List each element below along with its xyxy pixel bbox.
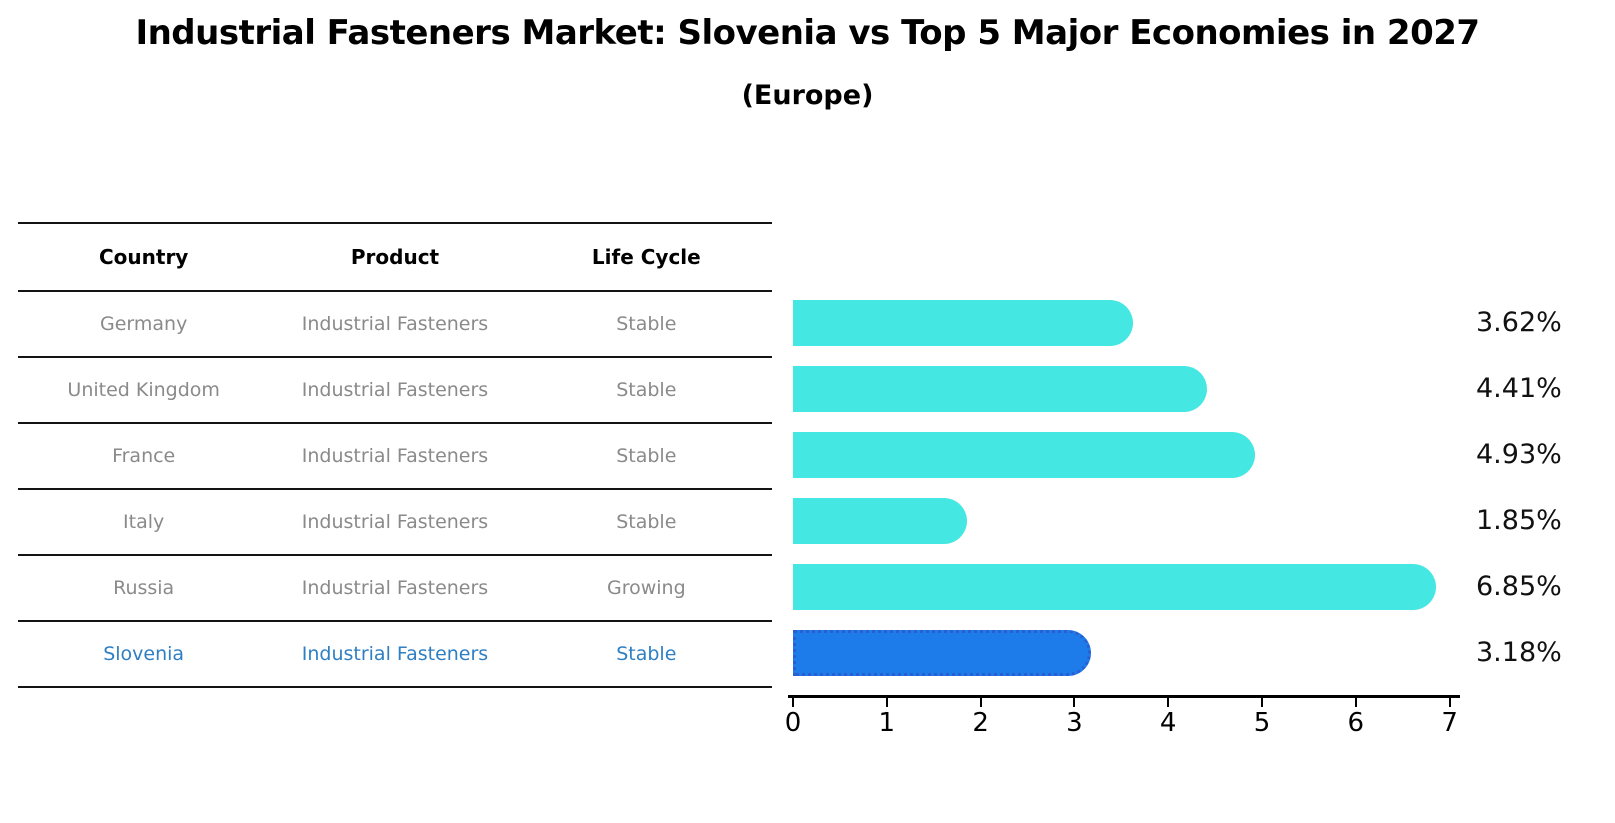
cell-life_cycle-italy: Stable [616,511,677,533]
x-axis-ticklabel-4: 4 [1159,708,1177,738]
cell-country-russia: Russia [113,577,175,599]
x-axis-line [788,695,1460,698]
cell-life_cycle-germany: Stable [616,313,677,335]
x-axis-tick-1 [885,698,888,707]
cell-life_cycle-slovenia: Stable [616,643,677,665]
x-axis-tick-5 [1261,698,1263,707]
x-axis-ticklabel-1: 1 [878,708,896,738]
cell-product-russia: Industrial Fasteners [301,577,489,599]
x-axis-ticklabel-0: 0 [784,708,802,738]
cell-life_cycle-russia: Growing [606,577,686,599]
table-row-france: France Industrial Fasteners Stable [18,422,772,488]
bar-russia [793,564,1436,610]
value-label-slovenia: 3.18% [1476,637,1562,668]
cell-country-france: France [112,445,176,467]
x-axis-tick-2 [979,698,982,707]
x-axis-ticklabel-3: 3 [1066,708,1083,738]
table-header-life-cycle: Life Cycle [591,245,701,269]
x-axis-tick-0 [792,698,794,707]
table-header-row: Country Product Life Cycle [18,222,772,290]
cell-product-italy: Industrial Fasteners [301,511,489,533]
cell-country-united-kingdom: United Kingdom [67,379,220,401]
cell-product-united-kingdom: Industrial Fasteners [301,379,489,401]
bar-slovenia [793,630,1092,676]
table-row-russia: Russia Industrial Fasteners Growing [18,554,772,620]
value-label-russia: 6.85% [1476,571,1562,602]
value-label-germany: 3.62% [1476,307,1562,338]
x-axis-ticklabel-6: 6 [1347,708,1365,738]
bar-united-kingdom [793,366,1207,412]
cell-life_cycle-france: Stable [616,445,677,467]
x-axis-tick-4 [1167,698,1170,707]
table-header-product: Product [350,245,440,269]
bar-france [793,432,1256,478]
cell-product-france: Industrial Fasteners [301,445,489,467]
x-axis-tick-7 [1448,698,1451,707]
x-axis-ticklabel-5: 5 [1253,708,1271,738]
cell-product-germany: Industrial Fasteners [301,313,489,335]
x-axis-tick-3 [1073,698,1076,707]
x-axis-ticklabel-2: 2 [972,708,989,738]
table-row-germany: Germany Industrial Fasteners Stable [18,290,772,356]
cell-life_cycle-united-kingdom: Stable [616,379,677,401]
table-header-country: Country [98,245,189,269]
page-title: Industrial Fasteners Market: Slovenia vs… [135,13,1480,53]
value-label-italy: 1.85% [1476,505,1562,536]
value-label-united-kingdom: 4.41% [1476,373,1562,404]
bar-italy [793,498,967,544]
table-row-united-kingdom: United Kingdom Industrial Fasteners Stable [18,356,772,422]
table-row-italy: Italy Industrial Fasteners Stable [18,488,772,554]
cell-product-slovenia: Industrial Fasteners [301,643,489,665]
cell-country-germany: Germany [100,313,188,335]
x-axis-ticklabel-7: 7 [1441,708,1458,738]
x-axis-tick-6 [1354,698,1357,707]
page-subtitle: (Europe) [741,80,874,111]
bar-germany [793,300,1133,346]
country-table: Country Product Life Cycle Germany Industria… [18,222,772,688]
table-row-slovenia: Slovenia Industrial Fasteners Stable [18,620,772,686]
cell-country-slovenia: Slovenia [103,643,185,665]
cell-country-italy: Italy [123,511,165,533]
value-label-france: 4.93% [1476,439,1562,470]
